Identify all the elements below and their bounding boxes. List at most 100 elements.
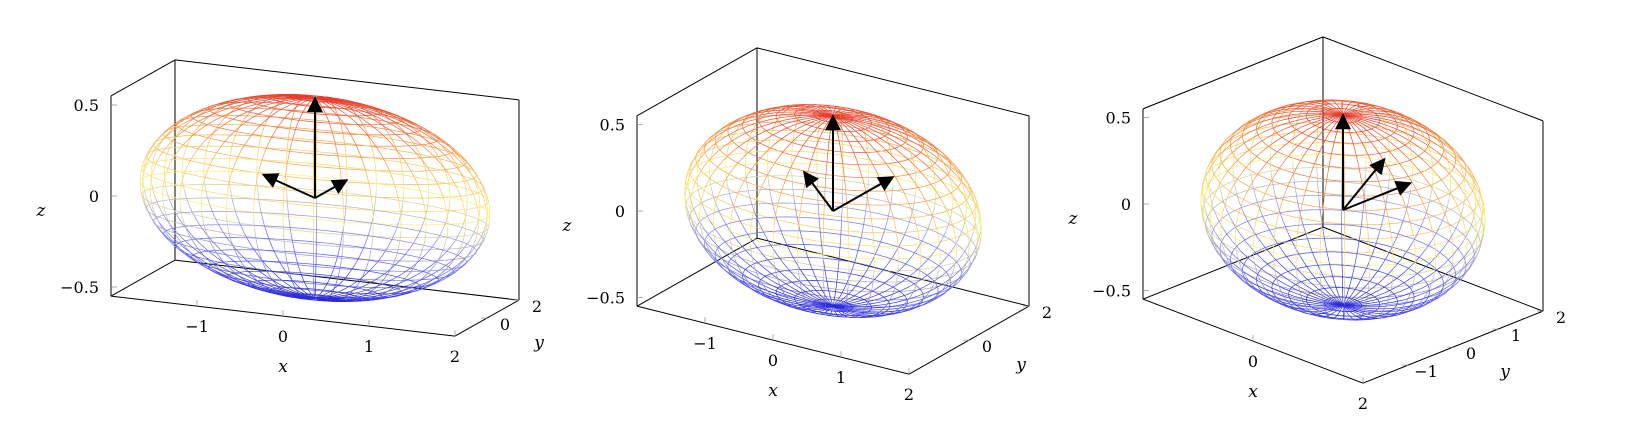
meridian-segment [850, 266, 854, 274]
meridian-segment [1401, 291, 1413, 297]
meridian-segment [343, 296, 358, 299]
y-tick-label: 0 [982, 337, 992, 356]
meridian-segment [1235, 221, 1238, 230]
meridian-segment [1321, 109, 1333, 113]
meridian-segment [180, 181, 183, 191]
meridian-segment [1387, 246, 1393, 256]
meridian-segment [189, 252, 199, 260]
meridian-segment [240, 118, 245, 126]
meridian-segment [768, 140, 770, 148]
meridian-segment [156, 133, 164, 141]
meridian-segment [337, 288, 346, 293]
meridian-segment [1353, 299, 1365, 304]
meridian-segment [209, 259, 222, 268]
meridian-segment [378, 131, 387, 139]
meridian-segment [410, 126, 419, 134]
meridian-segment [1297, 222, 1300, 232]
meridian-segment [1436, 263, 1446, 271]
meridian-segment [802, 105, 811, 108]
meridian-segment [411, 137, 422, 146]
meridian-segment [807, 132, 813, 140]
meridian-segment [1261, 193, 1266, 203]
meridian-segment [153, 192, 158, 203]
meridian-segment [1254, 287, 1261, 293]
meridian-segment [770, 114, 783, 117]
meridian-segment [1344, 294, 1348, 301]
meridian-segment [735, 262, 741, 270]
meridian-segment [1233, 152, 1236, 160]
meridian-segment [337, 248, 340, 257]
meridian-segment [955, 241, 957, 251]
meridian-segment [809, 111, 822, 114]
meridian-segment [855, 250, 859, 259]
meridian-segment [373, 201, 376, 211]
meridian-segment [256, 95, 271, 98]
meridian-segment [1350, 101, 1353, 104]
meridian-segment [411, 264, 417, 272]
meridian-segment [747, 190, 751, 200]
meridian-segment [359, 153, 364, 162]
meridian-segment [1318, 300, 1331, 304]
meridian-segment [1276, 297, 1287, 301]
meridian-segment [779, 105, 788, 108]
meridian-segment [1469, 241, 1475, 250]
meridian-segment [1233, 263, 1243, 272]
meridian-segment [1373, 280, 1382, 288]
z-tick-label: −0.5 [1092, 282, 1131, 301]
meridian-segment [402, 276, 414, 283]
meridian-segment [1319, 111, 1332, 114]
meridian-segment [1425, 127, 1432, 133]
meridian-segment [842, 119, 852, 126]
meridian-segment [1451, 155, 1460, 164]
meridian-segment [1366, 294, 1369, 301]
meridian-segment [158, 221, 167, 231]
meridian-segment [871, 307, 884, 309]
meridian-segment [1443, 150, 1448, 159]
meridian-segment [447, 215, 449, 225]
meridian-segment [1467, 167, 1472, 176]
meridian-segment [856, 301, 868, 305]
meridian-segment [477, 220, 480, 230]
meridian-segment [280, 287, 293, 293]
meridian-segment [966, 182, 972, 191]
meridian-segment [950, 178, 959, 188]
meridian-segment [709, 180, 712, 189]
meridian-segment [779, 301, 786, 306]
meridian-segment [1367, 119, 1380, 124]
meridian-segment [191, 256, 203, 265]
meridian-segment [811, 297, 823, 303]
meridian-segment [721, 123, 729, 129]
meridian-segment [1411, 234, 1418, 244]
meridian-segment [1366, 107, 1374, 110]
meridian-segment [151, 158, 155, 167]
meridian-segment [1296, 273, 1298, 282]
meridian-segment [281, 265, 287, 273]
meridian-segment [1355, 155, 1359, 164]
meridian-segment [1380, 274, 1389, 282]
meridian-segment [1473, 183, 1476, 192]
meridian-segment [419, 249, 423, 258]
meridian-segment [870, 160, 876, 170]
meridian-segment [1261, 282, 1273, 289]
meridian-segment [1294, 295, 1307, 300]
meridian-segment [1279, 160, 1286, 169]
meridian-segment [1310, 108, 1322, 111]
meridian-segment [920, 171, 928, 181]
meridian-segment [192, 112, 205, 119]
meridian-segment [1432, 148, 1443, 156]
meridian-segment [924, 255, 932, 263]
meridian-segment [794, 114, 808, 117]
meridian-segment [793, 198, 796, 208]
meridian-segment [924, 280, 935, 287]
meridian-segment [220, 106, 233, 112]
meridian-segment [898, 124, 906, 130]
meridian-segment [1411, 151, 1413, 160]
meridian-segment [943, 287, 952, 294]
meridian-segment [264, 119, 268, 126]
meridian-segment [1394, 310, 1399, 315]
meridian-segment [1445, 169, 1454, 178]
meridian-segment [807, 299, 821, 304]
meridian-segment [765, 236, 772, 246]
meridian-segment [1284, 152, 1292, 161]
meridian-segment [1288, 135, 1298, 142]
